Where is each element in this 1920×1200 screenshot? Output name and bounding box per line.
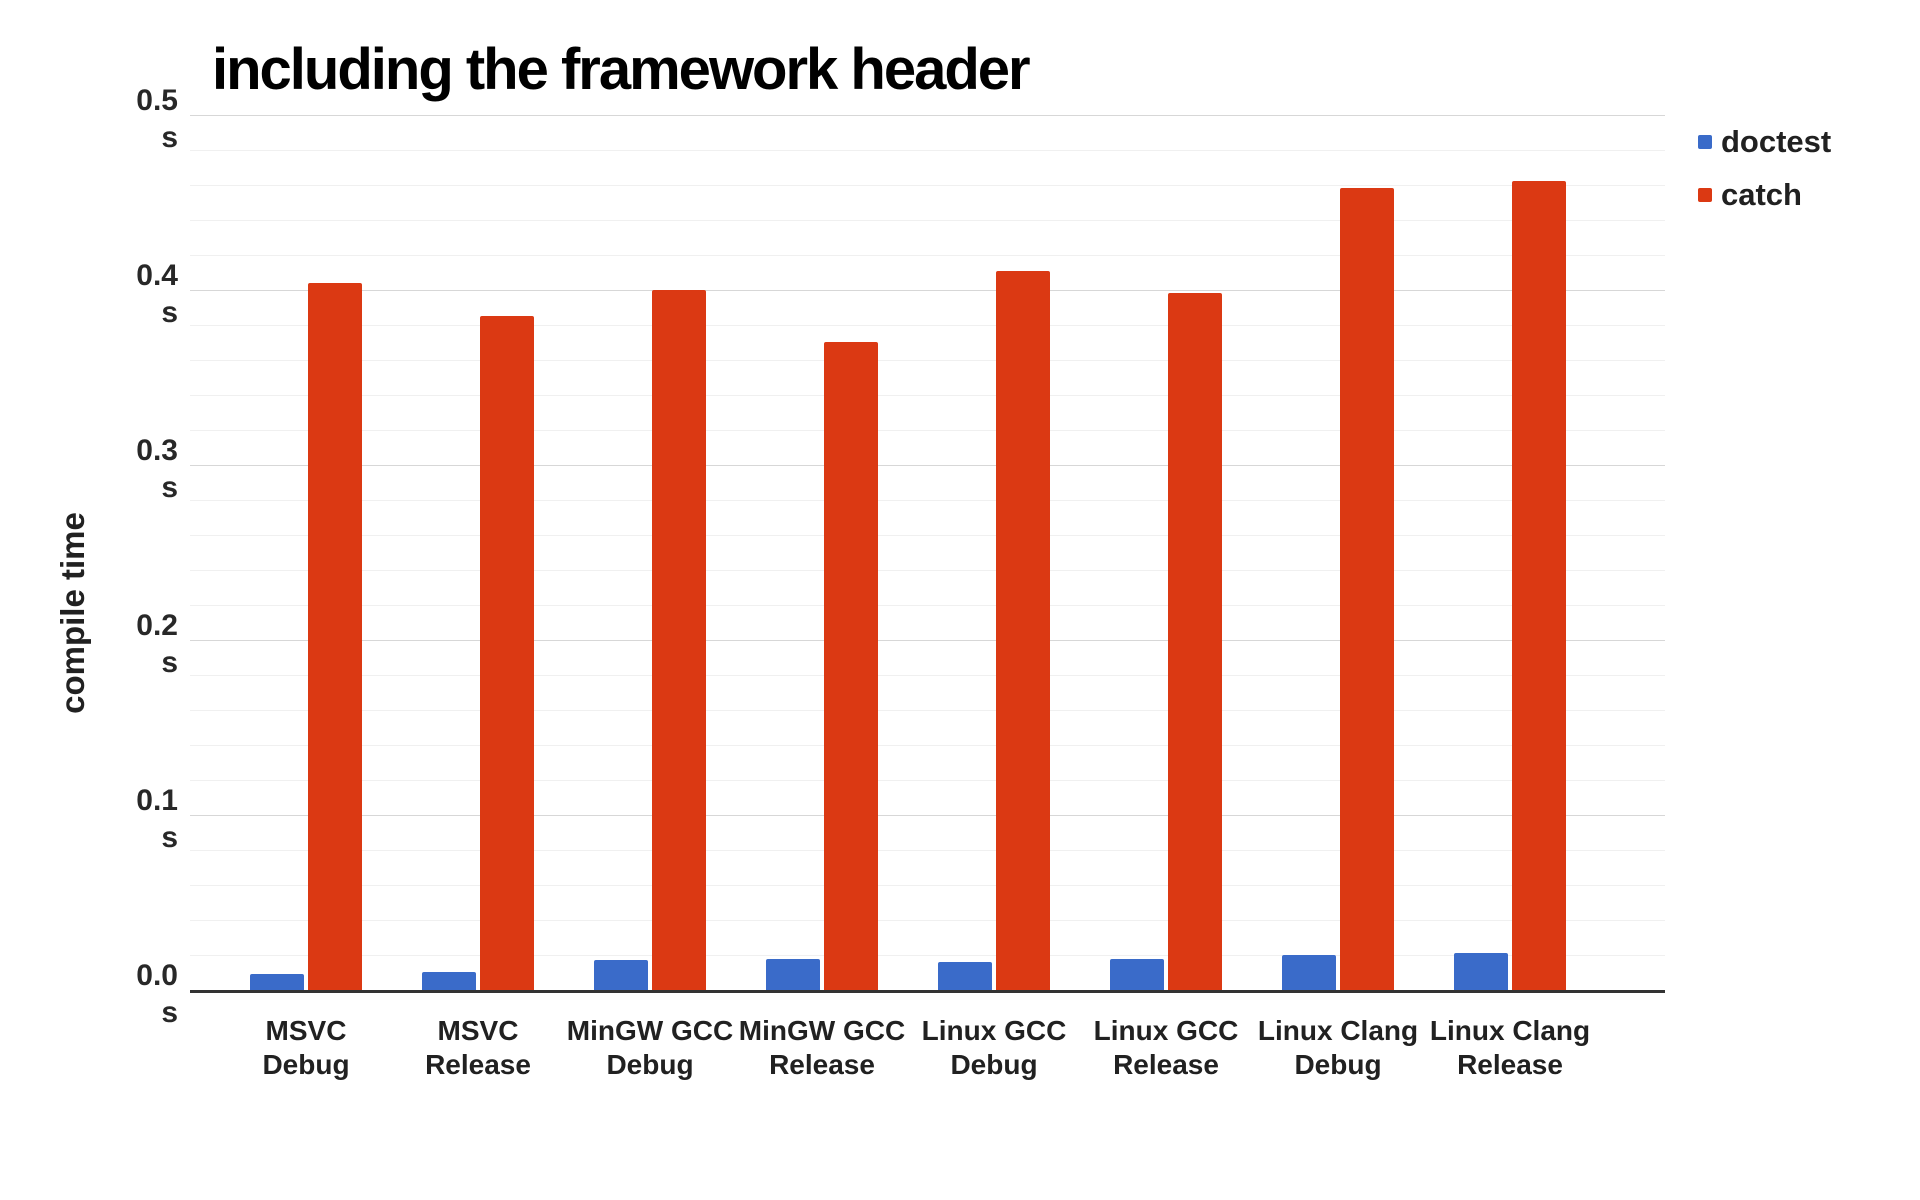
x-label-linux-clang-release: Linux Clang Release <box>1400 1014 1620 1082</box>
x-label-msvc-release: MSVC Release <box>368 1014 588 1082</box>
bar-doctest-msvc-debug <box>250 974 304 990</box>
bar-doctest-mingw-gcc-release <box>766 959 820 990</box>
y-tick-unit: s <box>161 821 178 854</box>
x-label-linux-gcc-release: Linux GCC Release <box>1056 1014 1276 1082</box>
y-tick-unit: s <box>161 121 178 154</box>
x-label-line: Linux GCC <box>1093 1015 1239 1046</box>
x-label-line: MinGW GCC <box>566 1015 734 1046</box>
legend-swatch-catch <box>1698 188 1712 202</box>
y-tick-0.4: 0.4 s <box>0 257 178 331</box>
x-label-line: Debug <box>606 1049 694 1080</box>
bar-doctest-linux-clang-release <box>1454 953 1508 990</box>
x-label-line: MSVC <box>437 1015 519 1046</box>
y-tick-unit: s <box>161 646 178 679</box>
y-tick-value: 0.4 <box>136 259 178 292</box>
y-tick-value: 0.0 <box>136 959 178 992</box>
y-tick-0.1: 0.1 s <box>0 782 178 856</box>
x-label-line: Release <box>1113 1049 1219 1080</box>
x-label-line: Release <box>769 1049 875 1080</box>
x-label-line: Linux GCC <box>921 1015 1067 1046</box>
bar-catch-linux-gcc-debug <box>996 271 1050 990</box>
bar-doctest-linux-gcc-release <box>1110 959 1164 990</box>
y-tick-value: 0.1 <box>136 784 178 817</box>
bar-catch-linux-clang-debug <box>1340 188 1394 990</box>
x-label-line: Linux Clang <box>1257 1015 1419 1046</box>
bar-doctest-msvc-release <box>422 972 476 990</box>
y-tick-0.0: 0.0 s <box>0 957 178 1031</box>
x-label-line: Linux Clang <box>1429 1015 1591 1046</box>
x-label-line: Debug <box>262 1049 350 1080</box>
x-label-mingw-gcc-release: MinGW GCC Release <box>712 1014 932 1082</box>
plot-area <box>190 115 1665 993</box>
bar-doctest-mingw-gcc-debug <box>594 960 648 990</box>
x-label-line: MinGW GCC <box>738 1015 906 1046</box>
y-tick-0.2: 0.2 s <box>0 607 178 681</box>
bar-catch-linux-clang-release <box>1512 181 1566 990</box>
y-tick-0.5: 0.5 s <box>0 82 178 156</box>
legend-row-doctest: doctest <box>1698 124 1831 160</box>
chart-title: including the framework header <box>212 37 1031 102</box>
bar-doctest-linux-clang-debug <box>1282 955 1336 990</box>
legend-row-catch: catch <box>1698 177 1831 213</box>
x-label-line: MSVC <box>265 1015 347 1046</box>
x-label-linux-gcc-debug: Linux GCC Debug <box>884 1014 1104 1082</box>
x-label-mingw-gcc-debug: MinGW GCC Debug <box>540 1014 760 1082</box>
bar-catch-mingw-gcc-release <box>824 342 878 990</box>
x-label-line: Release <box>1457 1049 1563 1080</box>
bar-doctest-linux-gcc-debug <box>938 962 992 990</box>
y-tick-unit: s <box>161 471 178 504</box>
legend-swatch-doctest <box>1698 135 1712 149</box>
y-tick-value: 0.2 <box>136 609 178 642</box>
x-label-line: Release <box>425 1049 531 1080</box>
x-label-line: Debug <box>1294 1049 1382 1080</box>
x-label-line: Debug <box>950 1049 1038 1080</box>
bar-catch-msvc-debug <box>308 283 362 990</box>
y-tick-value: 0.3 <box>136 434 178 467</box>
legend-label-catch: catch <box>1721 177 1802 212</box>
y-tick-0.3: 0.3 s <box>0 432 178 506</box>
y-tick-unit: s <box>161 996 178 1029</box>
y-tick-unit: s <box>161 296 178 329</box>
bar-catch-linux-gcc-release <box>1168 293 1222 990</box>
x-label-msvc-debug: MSVC Debug <box>196 1014 416 1082</box>
bar-catch-mingw-gcc-debug <box>652 290 706 990</box>
legend-label-doctest: doctest <box>1721 124 1832 159</box>
x-label-linux-clang-debug: Linux Clang Debug <box>1228 1014 1448 1082</box>
y-tick-value: 0.5 <box>136 84 178 117</box>
bar-catch-msvc-release <box>480 316 534 990</box>
legend: doctest catch <box>1698 124 1831 213</box>
